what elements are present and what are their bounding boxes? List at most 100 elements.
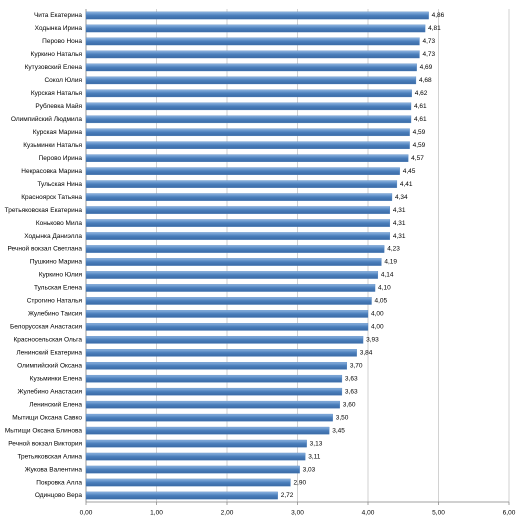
data-label: 4,62 (415, 90, 428, 97)
bar (85, 271, 379, 279)
y-tick-label: Некрасовка Марина (21, 168, 82, 175)
x-tick-label: 5,00 (432, 510, 445, 517)
data-label: 4,59 (413, 129, 426, 136)
y-tick-label: Кузьминки Елена (30, 375, 83, 382)
data-label: 4,23 (387, 246, 400, 253)
data-label: 4,81 (428, 25, 441, 32)
y-tick-label: Третьяковская Екатерина (5, 207, 83, 214)
y-tick-label: Ленинский Екатерина (16, 349, 82, 357)
data-label: 4,69 (420, 64, 433, 71)
y-tick-label: Мытищи Оксана Блинова (5, 427, 83, 434)
bar (85, 297, 372, 305)
y-tick-label: Перово Ирина (39, 155, 83, 162)
x-tick-label: 4,00 (362, 510, 375, 517)
y-tick-label: Куркино Юлия (39, 272, 83, 279)
bar (85, 154, 409, 162)
y-tick-label: Покровка Алла (36, 479, 82, 486)
data-label: 4,31 (393, 220, 406, 227)
data-label: 3,11 (308, 453, 321, 460)
data-label: 3,03 (303, 466, 316, 473)
y-tick-label: Тульская Елена (34, 285, 82, 292)
bar (85, 452, 306, 461)
y-tick-label: Ходынка Ирина (35, 25, 83, 32)
y-tick-label: Жулебино Анастасия (18, 387, 83, 395)
y-tick-label: Одинцово Вера (35, 492, 83, 499)
data-label: 4,41 (400, 181, 413, 188)
data-label: 3,70 (350, 362, 363, 369)
data-label: 4,00 (371, 324, 384, 331)
bar (85, 180, 398, 188)
data-label: 4,05 (375, 298, 388, 305)
data-label: 4,57 (411, 155, 424, 162)
data-label: 4,86 (432, 12, 445, 19)
data-label: 3,84 (360, 350, 373, 357)
data-label: 3,13 (310, 440, 323, 447)
bar (85, 258, 382, 266)
y-tick-label: Тульская Нина (37, 181, 82, 188)
bar (85, 232, 391, 240)
bar (85, 465, 300, 474)
y-tick-label: Олимпийский Людмила (11, 115, 83, 123)
y-tick-label: Жулебино Таисия (28, 310, 83, 318)
bar (85, 413, 333, 422)
data-label: 4,00 (371, 311, 384, 318)
data-label: 4,45 (403, 168, 416, 175)
y-tick-label: Красноярск Татьяна (21, 194, 82, 201)
y-tick-label: Ленинский Елена (29, 400, 82, 408)
bar (85, 11, 429, 20)
y-tick-label: Жукова Валентина (25, 466, 83, 473)
data-label: 3,60 (343, 401, 356, 408)
bar (85, 323, 369, 331)
bar (85, 219, 391, 227)
bar (85, 128, 410, 137)
y-tick-label: Мытищи Оксана Савко (12, 414, 82, 421)
bar (85, 63, 417, 72)
x-tick-label: 2,00 (221, 510, 234, 517)
bar (85, 24, 426, 33)
data-label: 4,31 (393, 233, 406, 240)
bar (85, 37, 420, 46)
y-tick-label: Речной вокзал Виктория (8, 439, 82, 447)
y-tick-label: Олимпийский Оксана (17, 361, 82, 369)
data-label: 4,61 (414, 116, 427, 123)
y-tick-label: Третьяковская Алина (17, 453, 82, 460)
x-tick-label: 1,00 (150, 510, 163, 517)
y-tick-label: Ходынка Даниэлла (24, 233, 82, 240)
data-label: 4,59 (413, 142, 426, 149)
y-tick-label: Речной вокзал Светлана (7, 245, 82, 253)
data-label: 4,34 (395, 194, 408, 201)
bar (85, 284, 376, 292)
data-label: 3,63 (345, 375, 358, 382)
y-tick-label: Сокол Юлия (44, 77, 82, 84)
y-tick-label: Перово Нона (42, 38, 82, 45)
data-label: 3,45 (332, 427, 345, 434)
bar (85, 206, 391, 214)
bar (85, 310, 369, 318)
y-tick-label: Куркино Наталья (31, 51, 83, 58)
data-label: 4,31 (393, 207, 406, 214)
bar (85, 426, 330, 435)
x-tick-label: 0,00 (80, 510, 93, 517)
data-label: 4,14 (381, 272, 394, 279)
data-label: 2,72 (281, 492, 294, 499)
y-tick-label: Коньково Мила (36, 220, 83, 227)
data-label: 4,73 (422, 51, 435, 58)
bar (85, 102, 412, 111)
bar (85, 115, 412, 124)
data-label: 3,50 (336, 414, 349, 421)
bar (85, 245, 385, 253)
data-label: 4,61 (414, 103, 427, 110)
data-label: 4,68 (419, 77, 432, 84)
bar (85, 89, 412, 98)
bar (85, 193, 393, 201)
bar (85, 400, 340, 409)
data-label: 3,93 (366, 337, 379, 344)
bar (85, 361, 348, 370)
data-label: 4,10 (378, 285, 391, 292)
bar (85, 478, 291, 487)
bar (85, 50, 420, 59)
y-tick-label: Рублевка Майя (35, 102, 82, 110)
data-label: 2,90 (293, 479, 306, 486)
y-tick-label: Курская Марина (33, 129, 83, 136)
